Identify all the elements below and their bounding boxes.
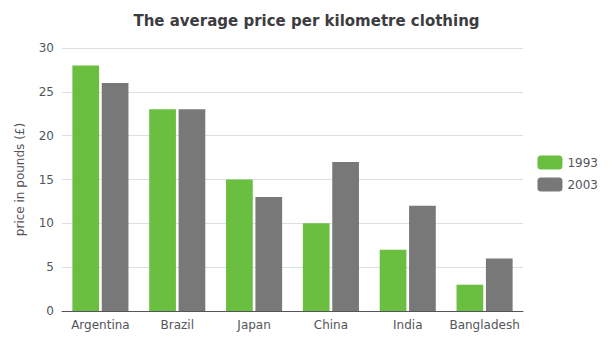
svg-text:price in pounds (£): price in pounds (£) xyxy=(13,123,27,236)
svg-text:The average price per kilometr: The average price per kilometre clothing xyxy=(133,12,479,30)
svg-text:0: 0 xyxy=(46,304,54,318)
svg-text:Bangladesh: Bangladesh xyxy=(449,318,519,332)
svg-text:India: India xyxy=(393,318,422,332)
svg-text:15: 15 xyxy=(39,173,54,187)
svg-text:Japan: Japan xyxy=(236,318,270,332)
svg-text:2003: 2003 xyxy=(567,178,598,192)
svg-text:Brazil: Brazil xyxy=(161,318,195,332)
svg-text:20: 20 xyxy=(39,129,54,143)
svg-text:30: 30 xyxy=(39,41,54,55)
svg-text:China: China xyxy=(314,318,348,332)
svg-text:25: 25 xyxy=(39,85,54,99)
svg-text:1993: 1993 xyxy=(567,156,598,170)
svg-text:10: 10 xyxy=(39,216,54,230)
svg-text:5: 5 xyxy=(46,260,54,274)
svg-text:Argentina: Argentina xyxy=(71,318,130,332)
